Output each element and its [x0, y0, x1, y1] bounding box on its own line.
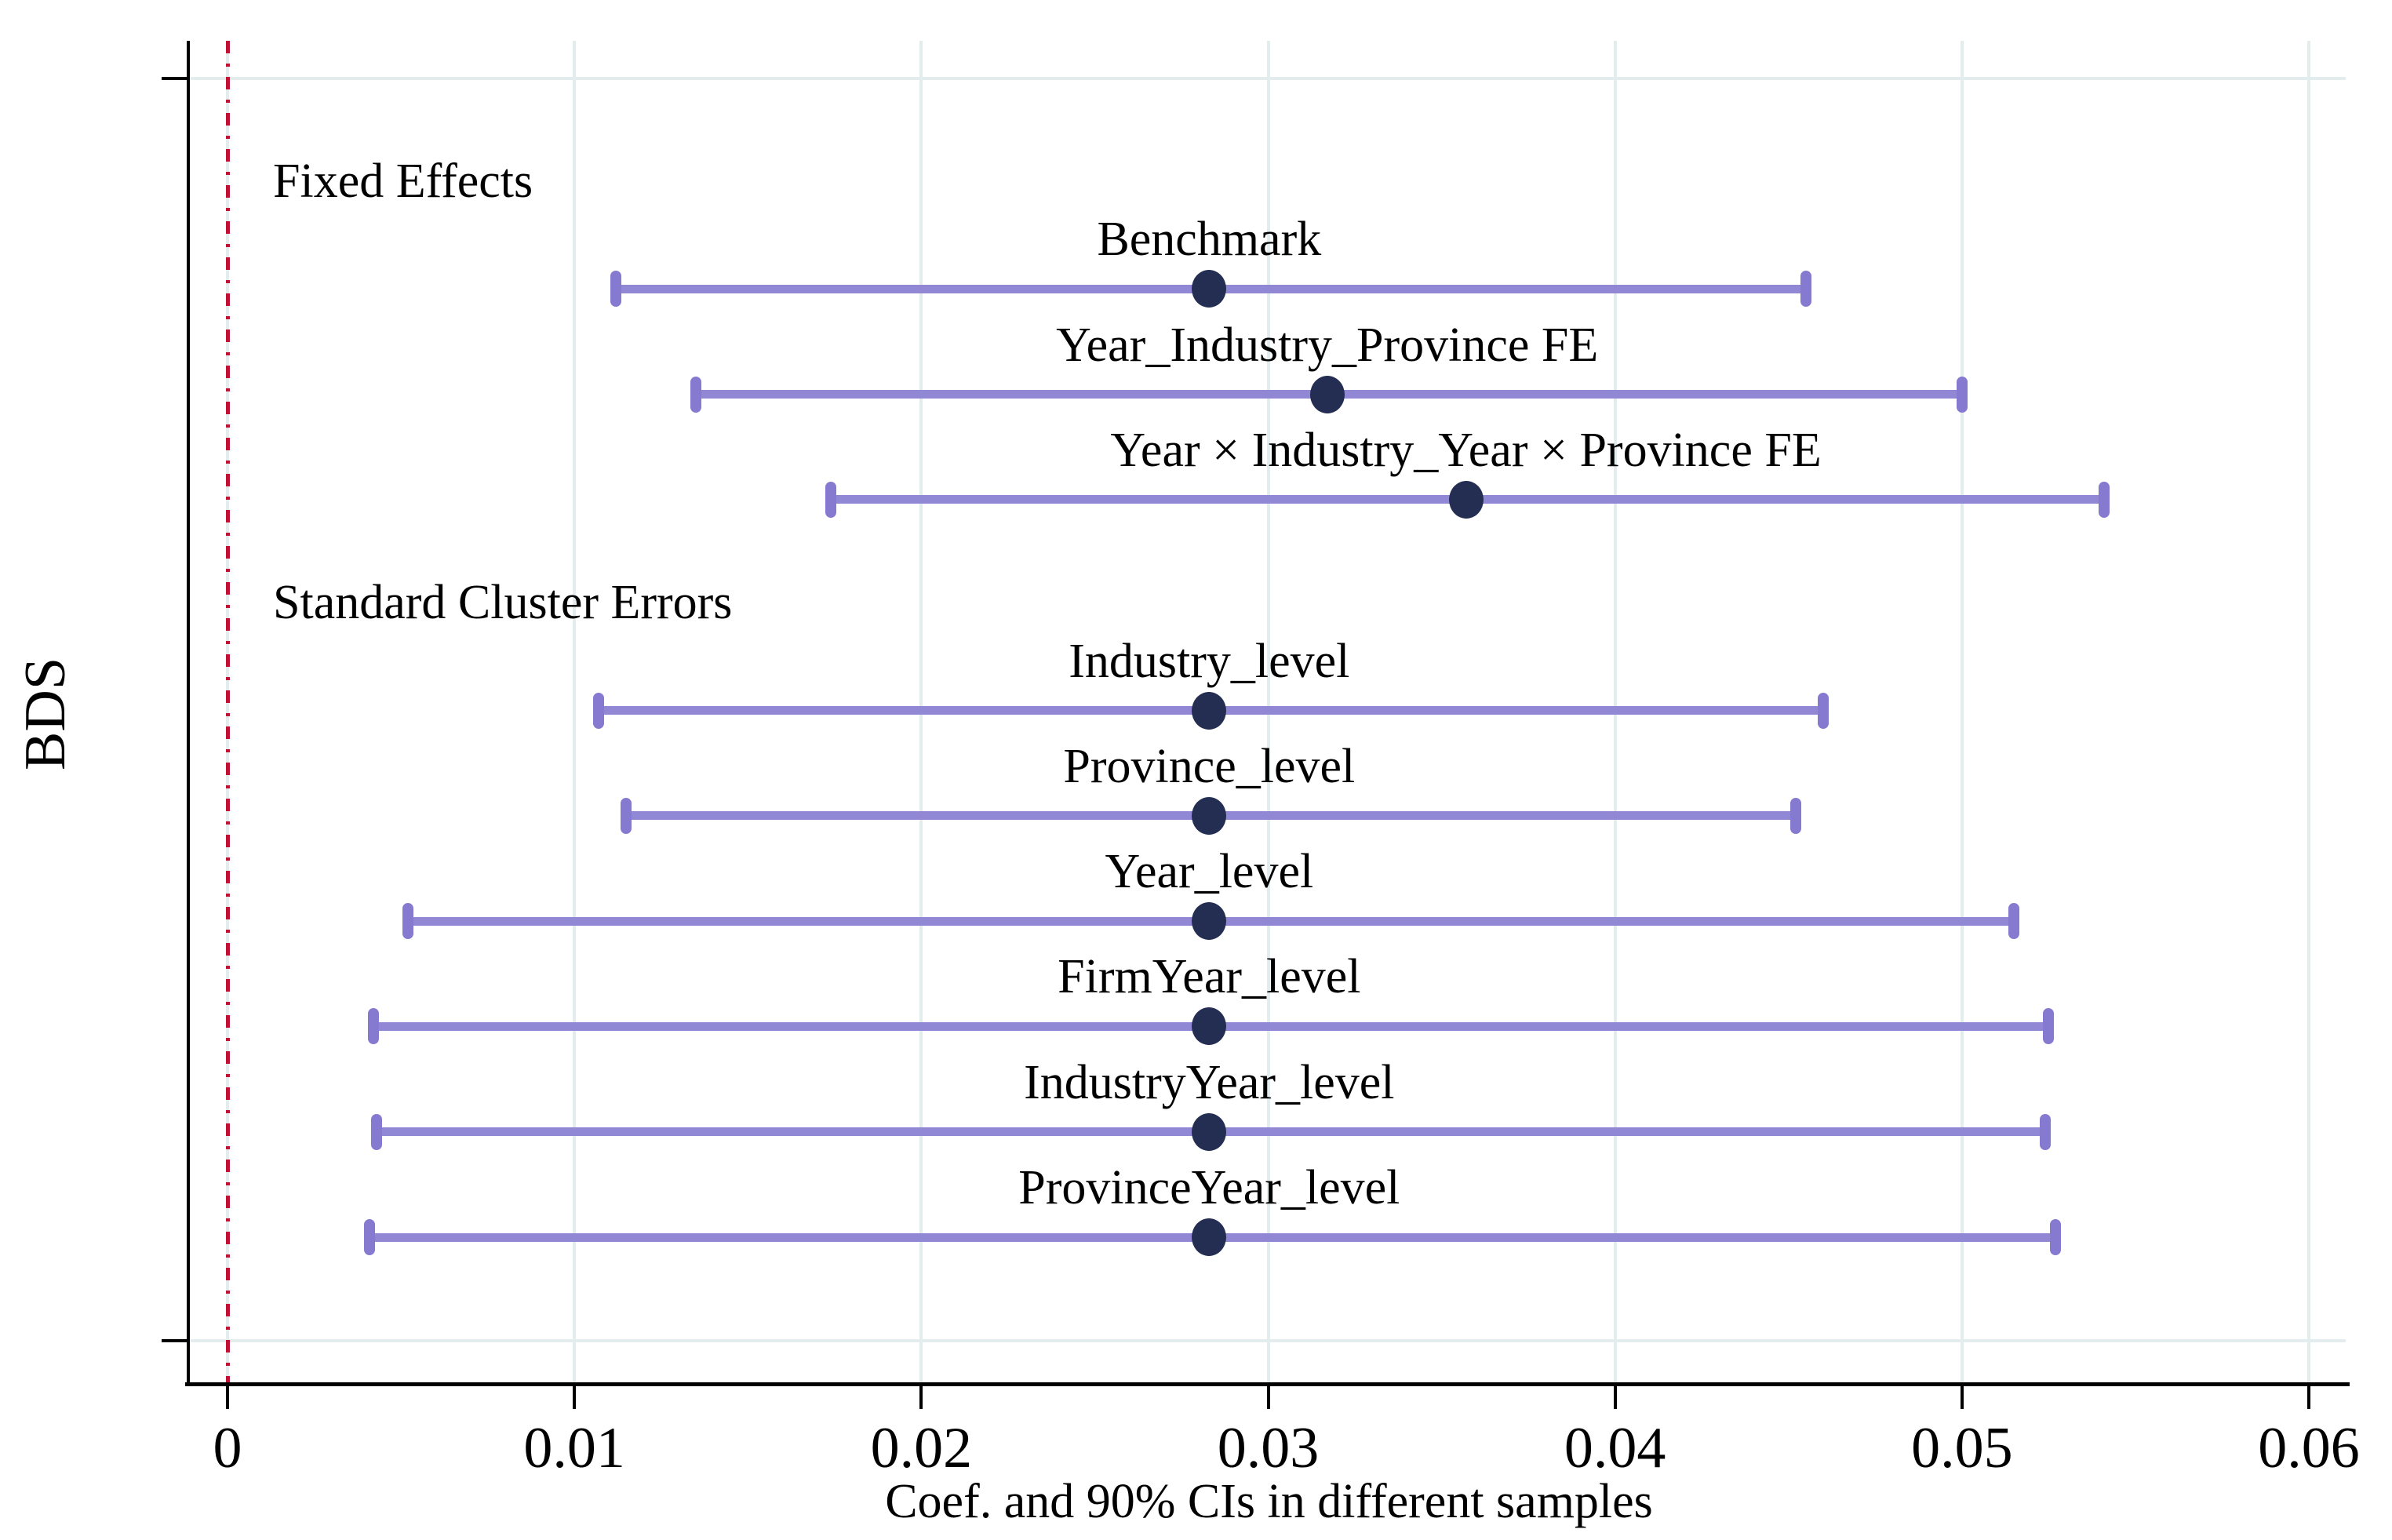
point-marker [1192, 796, 1227, 835]
x-tick-label: 0.01 [523, 1416, 625, 1480]
coef-label: IndustryYear_level [1024, 1055, 1395, 1109]
coef-label: ProvinceYear_level [1018, 1161, 1400, 1214]
x-tick-label: 0.04 [1564, 1416, 1666, 1480]
gridline-vertical [1960, 41, 1964, 1382]
x-tick [573, 1382, 577, 1409]
x-tick [226, 1382, 229, 1409]
y-axis-tick [162, 77, 188, 80]
ci-cap-left [593, 692, 605, 729]
ci-cap-left [364, 1219, 376, 1255]
group-heading: Standard Cluster Errors [273, 576, 733, 630]
coef-label: Year_Industry_Province FE [1056, 318, 1599, 372]
ci-cap-left [825, 481, 837, 518]
point-marker [1192, 1007, 1227, 1046]
y-axis-title: BDS [13, 657, 78, 770]
zero-reference-line [225, 41, 230, 1382]
ci-cap-right [1956, 376, 1968, 413]
point-marker [1448, 480, 1484, 519]
ci-cap-left [621, 797, 632, 834]
ci-cap-left [690, 376, 701, 413]
gridline-vertical [573, 41, 577, 1382]
x-tick [1960, 1382, 1964, 1409]
ci-cap-left [371, 1113, 383, 1150]
ci-cap-right [2050, 1219, 2062, 1255]
coef-label: Year × Industry_Year × Province FE [1110, 423, 1822, 477]
point-marker [1192, 1112, 1227, 1151]
ci-cap-right [1789, 797, 1801, 834]
x-tick-label: 0 [213, 1416, 242, 1480]
y-axis-tick [162, 1339, 188, 1342]
ci-cap-right [2039, 1113, 2051, 1150]
x-tick [2307, 1382, 2310, 1409]
group-heading: Fixed Effects [273, 155, 533, 208]
coef-label: Industry_level [1069, 634, 1350, 688]
point-marker [1192, 691, 1227, 730]
ci-cap-right [2008, 903, 2020, 940]
x-tick-label: 0.06 [2258, 1416, 2360, 1480]
point-marker [1309, 375, 1345, 413]
ci-cap-right [2043, 1008, 2055, 1045]
gridline-vertical [2307, 41, 2310, 1382]
x-axis-line [185, 1382, 2350, 1386]
ci-cap-left [402, 903, 413, 940]
x-tick [919, 1382, 923, 1409]
coef-label: Province_level [1063, 739, 1356, 793]
ci-cap-right [1800, 271, 1811, 308]
x-tick [1613, 1382, 1617, 1409]
coef-label: Year_level [1105, 845, 1314, 899]
point-marker [1192, 1218, 1227, 1256]
y-axis-line [187, 41, 190, 1385]
x-tick-label: 0.02 [870, 1416, 973, 1480]
ci-cap-left [367, 1008, 379, 1045]
ci-cap-right [2099, 481, 2110, 518]
coef-label: Benchmark [1097, 213, 1322, 267]
x-tick-label: 0.05 [1911, 1416, 2013, 1480]
coef-label: FirmYear_level [1058, 950, 1361, 1004]
ci-cap-right [1817, 692, 1829, 729]
x-tick-label: 0.03 [1217, 1416, 1320, 1480]
x-axis-title: Coef. and 90% CIs in different samples [885, 1475, 1653, 1528]
ci-cap-left [610, 271, 622, 308]
x-tick [1266, 1382, 1270, 1409]
point-marker [1192, 270, 1227, 308]
point-marker [1192, 902, 1227, 941]
